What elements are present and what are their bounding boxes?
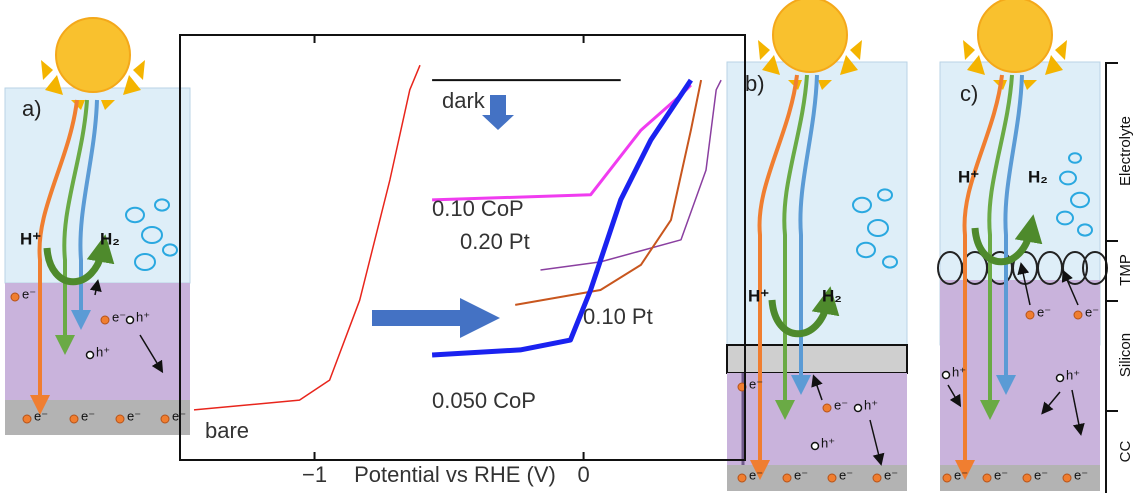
label: Silicon bbox=[1117, 333, 1134, 377]
electron bbox=[11, 293, 19, 301]
electron bbox=[873, 474, 881, 482]
label: e⁻ bbox=[1037, 304, 1051, 319]
label: H₂ bbox=[1028, 167, 1048, 186]
label: e⁻ bbox=[954, 467, 968, 482]
label: e⁻ bbox=[749, 467, 763, 482]
x-axis-label: Potential vs RHE (V) bbox=[354, 462, 556, 487]
chart: Potential vs RHE (V) −1 0 bare dark 0.10 CoP… bbox=[180, 35, 745, 487]
label: h⁺ bbox=[1066, 367, 1080, 382]
arrow bbox=[372, 298, 500, 338]
sun-ray bbox=[963, 40, 975, 60]
electron bbox=[70, 415, 78, 423]
series-line bbox=[194, 65, 420, 410]
label: b) bbox=[745, 71, 765, 96]
sun-ray bbox=[1055, 40, 1067, 60]
electron bbox=[828, 474, 836, 482]
label: e⁻ bbox=[1074, 467, 1088, 482]
diagrams: a) H⁺ H₂ e⁻ e⁻ h⁺ h⁺ e⁻ e⁻ e⁻ e⁻ b) H⁺ H₂ e⁻ e⁻ h⁺ h⁺ e⁻ e⁻… bbox=[5, 0, 1134, 493]
tmp-layer bbox=[727, 345, 907, 373]
label: e⁻ bbox=[749, 376, 763, 391]
label: h⁺ bbox=[952, 364, 966, 379]
label: Electrolyte bbox=[1117, 116, 1134, 186]
sun-ray bbox=[850, 40, 862, 60]
sun-ray bbox=[758, 40, 770, 60]
sun bbox=[56, 18, 130, 92]
label: H⁺ bbox=[958, 167, 979, 186]
electron bbox=[1074, 311, 1082, 319]
sun bbox=[978, 0, 1052, 72]
electron bbox=[161, 415, 169, 423]
sun-ray bbox=[41, 60, 53, 80]
label: e⁻ bbox=[834, 397, 848, 412]
label: a) bbox=[22, 96, 42, 121]
label: H⁺ bbox=[748, 286, 769, 305]
label: e⁻ bbox=[1085, 304, 1099, 319]
series-label: 0.10 Pt bbox=[583, 304, 653, 329]
label: e⁻ bbox=[794, 467, 808, 482]
electron bbox=[1026, 311, 1034, 319]
sun-ray bbox=[133, 60, 145, 80]
label: h⁺ bbox=[821, 435, 835, 450]
electron bbox=[738, 474, 746, 482]
series-label: bare bbox=[205, 418, 249, 443]
label: e⁻ bbox=[1034, 467, 1048, 482]
label: e⁻ bbox=[22, 286, 36, 301]
hole bbox=[812, 443, 819, 450]
electron bbox=[116, 415, 124, 423]
sun bbox=[773, 0, 847, 72]
series-label: 0.050 CoP bbox=[432, 388, 536, 413]
label: e⁻ bbox=[884, 467, 898, 482]
label: c) bbox=[960, 81, 978, 106]
hole bbox=[943, 372, 950, 379]
label: e⁻ bbox=[81, 408, 95, 423]
label: H₂ bbox=[822, 286, 842, 305]
hole bbox=[87, 352, 94, 359]
label: e⁻ bbox=[839, 467, 853, 482]
figure: a) H⁺ H₂ e⁻ e⁻ h⁺ h⁺ e⁻ e⁻ e⁻ e⁻ b) H⁺ H₂ e⁻ e⁻ h⁺ h⁺ e⁻ e⁻… bbox=[0, 0, 1143, 493]
series-label: dark bbox=[442, 88, 486, 113]
hole bbox=[1057, 375, 1064, 382]
label: H₂ bbox=[100, 229, 120, 248]
series-label: 0.10 CoP bbox=[432, 196, 524, 221]
x-tick-label: 0 bbox=[577, 462, 589, 487]
electron bbox=[101, 316, 109, 324]
arrow bbox=[482, 95, 514, 130]
electron bbox=[983, 474, 991, 482]
electron bbox=[823, 404, 831, 412]
label: h⁺ bbox=[864, 397, 878, 412]
electron bbox=[943, 474, 951, 482]
hole bbox=[127, 317, 134, 324]
electron bbox=[1023, 474, 1031, 482]
label: e⁻ bbox=[994, 467, 1008, 482]
series-label: 0.20 Pt bbox=[460, 229, 530, 254]
label: e⁻ bbox=[34, 408, 48, 423]
label: e⁻ bbox=[127, 408, 141, 423]
electron bbox=[23, 415, 31, 423]
label: h⁺ bbox=[136, 309, 150, 324]
label: e⁻ bbox=[112, 309, 126, 324]
x-tick-label: −1 bbox=[302, 462, 327, 487]
label: H⁺ bbox=[20, 229, 41, 248]
series-line bbox=[515, 80, 701, 305]
electron bbox=[783, 474, 791, 482]
label: TMP bbox=[1117, 254, 1134, 286]
label: h⁺ bbox=[96, 344, 110, 359]
electron bbox=[1063, 474, 1071, 482]
label: CC bbox=[1117, 441, 1134, 463]
hole bbox=[855, 405, 862, 412]
